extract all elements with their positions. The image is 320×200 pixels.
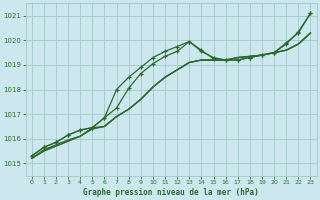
X-axis label: Graphe pression niveau de la mer (hPa): Graphe pression niveau de la mer (hPa) bbox=[83, 188, 259, 197]
